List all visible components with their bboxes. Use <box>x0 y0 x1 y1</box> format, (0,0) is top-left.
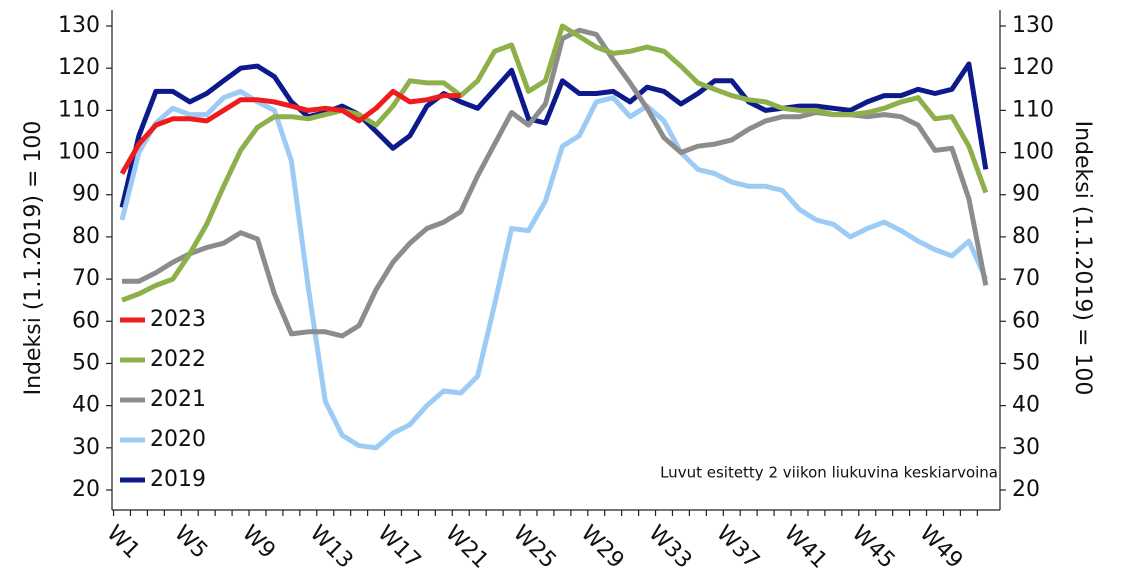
legend-label: 2020 <box>150 427 206 452</box>
line-series <box>119 61 989 208</box>
y2-tick-label: 90 <box>1012 182 1040 207</box>
line-series <box>121 23 989 303</box>
legend-label: 2022 <box>150 347 206 372</box>
x-tick-label: W25 <box>508 521 561 574</box>
y-tick-label: 20 <box>72 477 100 502</box>
y-tick-label: 40 <box>72 393 100 418</box>
y2-tick-label: 40 <box>1012 393 1040 418</box>
x-tick-label: W45 <box>847 521 900 574</box>
y2-tick-label: 70 <box>1012 266 1040 291</box>
x-tick-label: W29 <box>576 521 629 574</box>
y-tick-label: 50 <box>72 350 100 375</box>
x-tick-label: W17 <box>373 521 426 574</box>
y2-axis-label: Indeksi (1.1.2019) = 100 <box>1070 121 1095 396</box>
x-tick-label: W1 <box>102 521 145 564</box>
y2-tick-label: 80 <box>1012 224 1040 249</box>
line-series <box>122 27 989 339</box>
y2-tick-label: 20 <box>1012 477 1040 502</box>
y2-tick-label: 120 <box>1012 55 1054 80</box>
y-tick-label: 70 <box>72 266 100 291</box>
x-tick-label: W5 <box>169 521 212 564</box>
x-tick-label: W33 <box>644 521 697 574</box>
y-tick-label: 80 <box>72 224 100 249</box>
y2-tick-label: 50 <box>1012 350 1040 375</box>
y2-tick-label: 100 <box>1012 140 1054 165</box>
annotation: Luvut esitetty 2 viikon liukuvina keskia… <box>660 464 998 482</box>
line-series <box>119 88 989 451</box>
y2-tick-label: 110 <box>1012 97 1054 122</box>
x-tick-label: W49 <box>915 521 968 574</box>
y2-tick-label: 60 <box>1012 308 1040 333</box>
y-tick-label: 100 <box>58 140 100 165</box>
legend-label: 2023 <box>150 307 206 332</box>
y-tick-label: 90 <box>72 182 100 207</box>
y-tick-label: 30 <box>72 435 100 460</box>
y-tick-label: 110 <box>58 97 100 122</box>
legend-label: 2019 <box>150 467 206 492</box>
line-series <box>119 88 461 175</box>
x-tick-label: W13 <box>305 521 358 574</box>
x-tick-label: W21 <box>440 521 493 574</box>
y2-tick-label: 30 <box>1012 435 1040 460</box>
x-tick-label: W9 <box>237 521 280 564</box>
x-tick-label: W41 <box>779 521 832 574</box>
y2-tick-label: 130 <box>1012 13 1054 38</box>
y-tick-label: 130 <box>58 13 100 38</box>
y-tick-label: 60 <box>72 308 100 333</box>
legend-label: 2021 <box>150 387 206 412</box>
x-tick-label: W37 <box>711 521 764 574</box>
y-tick-label: 120 <box>58 55 100 80</box>
y-axis-label: Indeksi (1.1.2019) = 100 <box>21 121 46 396</box>
